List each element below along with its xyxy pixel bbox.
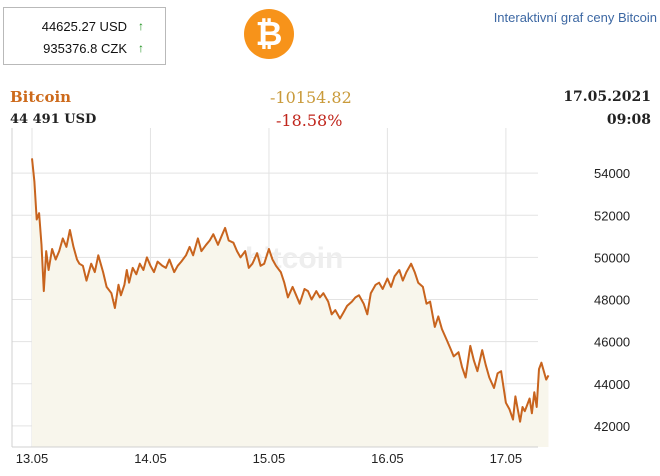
y-tick-label: 48000 [594,293,630,308]
x-tick-label: 17.05 [490,451,523,466]
x-tick-label: 16.05 [371,451,404,466]
price-area [32,158,549,447]
y-tick-label: 42000 [594,419,630,434]
coin-price: 44 491 USD [10,112,97,127]
chart-axes: 42000 44000 46000 48000 50000 52000 54000 13.05… [11,128,630,466]
interactive-chart-link[interactable]: Interaktivní graf ceny Bitcoin [493,10,657,25]
ticker-czk-value: 935376.8 CZK [43,41,127,56]
x-tick-label: 15.05 [253,451,286,466]
time-label: 09:08 [606,112,651,128]
y-tick-label: 44000 [594,377,630,392]
x-tick-label: 14.05 [134,451,167,466]
ticker-usd-value: 44625.27 USD [41,19,127,34]
coin-name: Bitcoin [10,88,72,106]
change-absolute: -10154.82 [270,88,352,107]
y-tick-label: 52000 [594,208,630,223]
y-tick-label: 50000 [594,250,630,265]
bitcoin-icon: ₿ [244,9,294,59]
y-tick-label: 54000 [594,166,630,181]
price-ticker-box: 44625.27 USD ↑ 935376.8 CZK ↑ [3,7,166,65]
y-tick-label: 46000 [594,335,630,350]
arrow-up-icon: ↑ [138,41,144,55]
change-percent: -18.58% [276,111,343,130]
date-label: 17.05.2021 [563,89,651,105]
price-line-series [31,158,550,423]
arrow-up-icon: ↑ [138,19,144,33]
x-tick-label: 13.05 [16,451,49,466]
